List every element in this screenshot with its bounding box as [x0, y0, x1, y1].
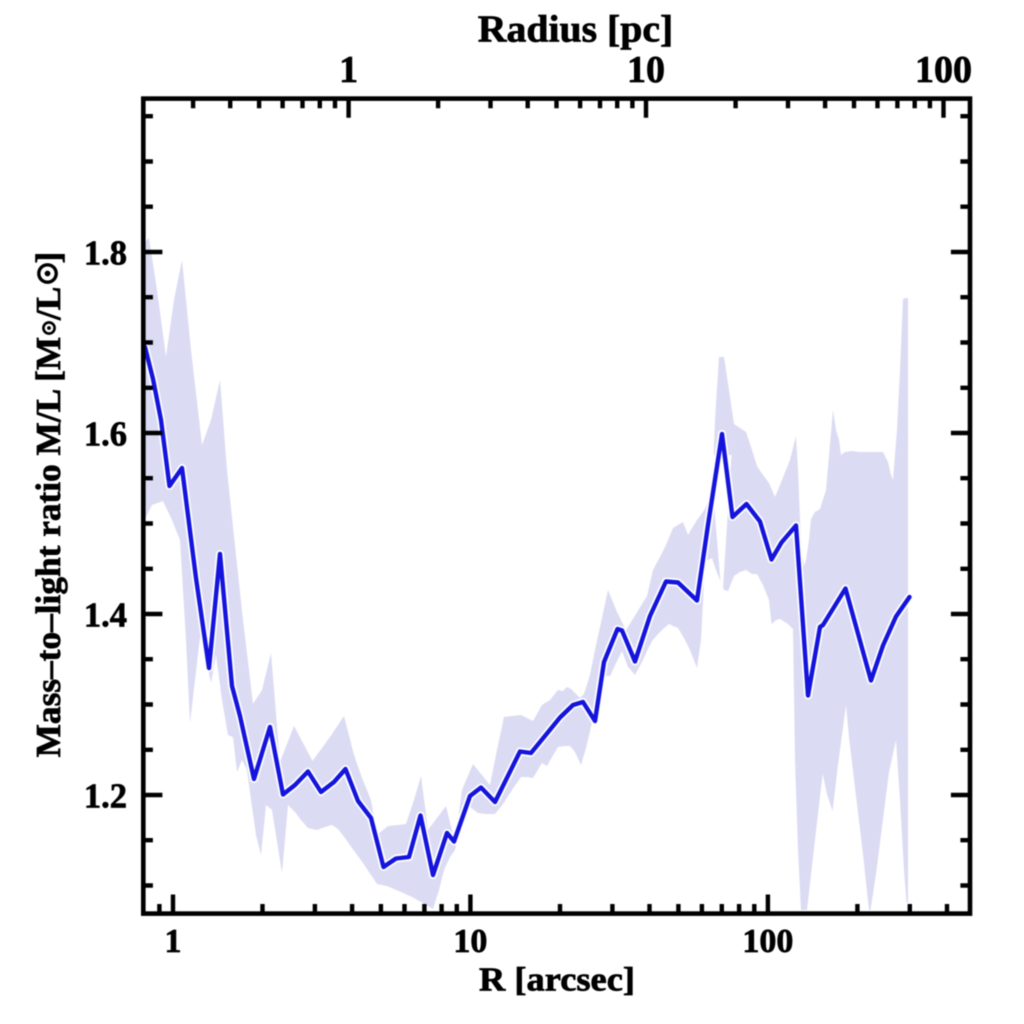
svg-text:1: 1 [165, 923, 182, 960]
svg-text:1.2: 1.2 [84, 778, 127, 816]
svg-text:10: 10 [627, 49, 665, 91]
svg-text:1.6: 1.6 [84, 416, 127, 454]
svg-text:100: 100 [742, 923, 793, 960]
svg-text:Radius [pc]: Radius [pc] [478, 9, 674, 51]
svg-text:]: ] [29, 252, 68, 264]
svg-text:1: 1 [339, 49, 358, 91]
svg-text:/L: /L [29, 287, 68, 321]
svg-text:R [arcsec]: R [arcsec] [479, 962, 635, 999]
svg-text:1.4: 1.4 [84, 597, 127, 635]
svg-text:10: 10 [453, 923, 487, 960]
svg-text:1.8: 1.8 [84, 235, 127, 273]
svg-text:Mass–to–light ratio M/L [M: Mass–to–light ratio M/L [M [29, 337, 68, 758]
svg-text:100: 100 [915, 49, 972, 91]
